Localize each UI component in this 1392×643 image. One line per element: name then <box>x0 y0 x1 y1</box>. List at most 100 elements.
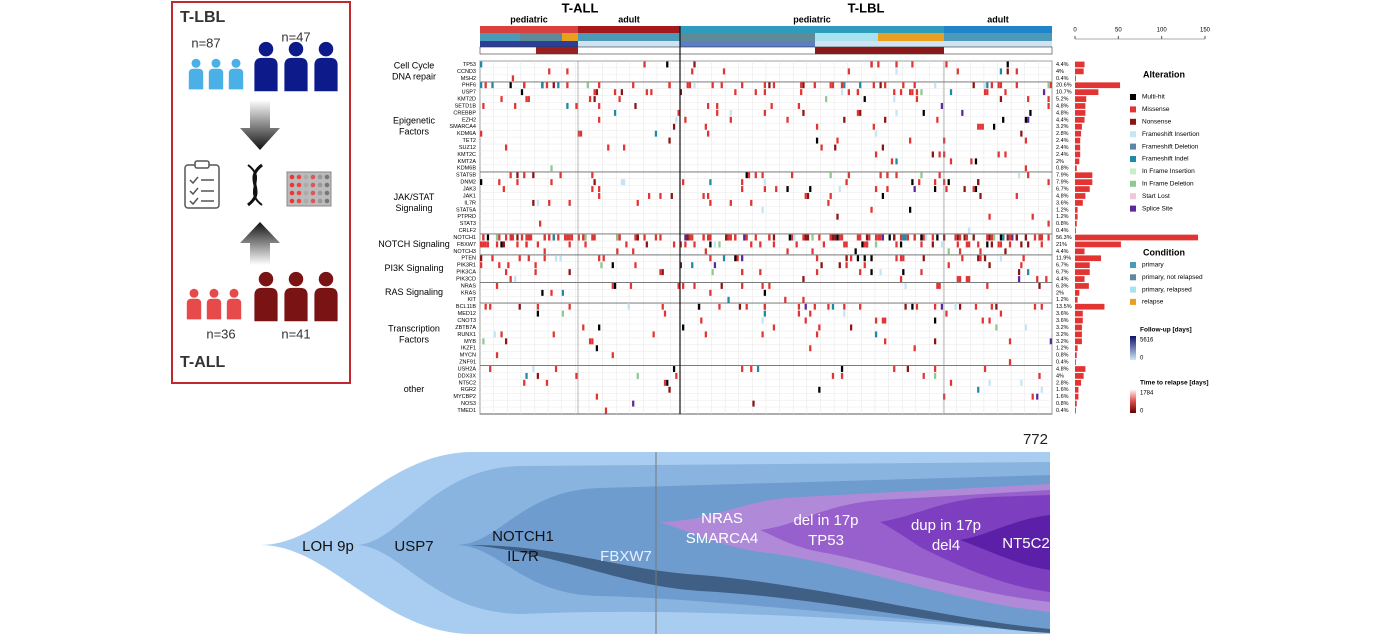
mutation-cell <box>949 158 953 165</box>
mutation-cell <box>827 199 830 206</box>
mutation-cell <box>482 234 485 241</box>
mutation-cell <box>552 234 555 241</box>
gene-label: CCND3 <box>457 69 476 75</box>
frequency-label: 4.4% <box>1056 276 1069 282</box>
mutation-cell <box>809 310 812 317</box>
mutation-cell <box>718 241 721 248</box>
mutation-cell <box>716 103 719 109</box>
well <box>324 174 330 180</box>
mutation-cell <box>598 116 601 123</box>
mutation-cell <box>575 103 578 109</box>
mutation-cell <box>632 82 635 89</box>
mutation-cell <box>654 130 658 137</box>
mutation-cell <box>480 61 483 68</box>
mutation-cell <box>691 68 694 75</box>
mutation-cell <box>482 338 485 345</box>
frequency-label: 0.8% <box>1056 221 1069 227</box>
count-label: n=47 <box>281 29 310 44</box>
mutation-cell <box>561 310 564 317</box>
gene-label: KDM6B <box>457 166 476 172</box>
mutation-cell <box>511 75 515 82</box>
mutation-cell <box>620 89 623 96</box>
count-bar <box>1075 283 1089 289</box>
mutation-cell <box>940 103 944 109</box>
mutation-cell <box>1031 213 1034 220</box>
mutation-cell <box>559 255 562 262</box>
mutation-cell <box>527 234 530 241</box>
mutation-cell <box>886 172 889 179</box>
frequency-label: 2.8% <box>1056 380 1069 386</box>
count-bar <box>1075 220 1077 227</box>
mutation-cell <box>768 234 771 241</box>
mutation-cell <box>802 296 805 303</box>
mutation-cell <box>518 303 521 310</box>
mutation-cell <box>815 255 819 262</box>
mutation-cell <box>616 248 619 255</box>
mutation-cell <box>831 234 835 241</box>
mutation-cell <box>902 255 905 262</box>
mutation-cell <box>884 82 887 89</box>
mutation-cell <box>623 179 626 186</box>
mutation-cell <box>915 96 919 103</box>
mutation-cell <box>768 282 771 289</box>
mutation-cell <box>1045 276 1048 282</box>
frequency-label: 1.6% <box>1056 387 1069 393</box>
pathway-label: PI3K Signaling <box>384 263 443 273</box>
mutation-cell <box>838 262 841 269</box>
gene-label: RGR2 <box>461 387 476 393</box>
count-bar <box>1075 89 1099 96</box>
mutation-cell <box>933 338 937 345</box>
mutation-cell <box>525 96 528 103</box>
frequency-label: 4.8% <box>1056 193 1069 199</box>
mutation-cell <box>489 303 492 310</box>
gene-label: KMT2D <box>457 97 476 103</box>
frequency-label: 7.9% <box>1056 180 1069 186</box>
mutation-cell <box>598 193 601 199</box>
mutation-cell <box>933 366 937 372</box>
mutation-cell <box>543 255 546 262</box>
mutation-cell <box>706 130 710 137</box>
mutation-cell <box>974 158 978 165</box>
count-bar <box>1075 393 1079 400</box>
person-head <box>288 271 304 287</box>
mutation-cell <box>534 269 537 276</box>
mutation-cell <box>1004 248 1007 255</box>
gene-label: PTEN <box>461 256 476 262</box>
mutation-cell <box>584 234 587 241</box>
clone-area <box>470 545 1050 633</box>
mutation-cell <box>874 234 878 241</box>
mutation-cell <box>588 96 592 103</box>
frequency-label: 13.5% <box>1056 304 1072 310</box>
mutation-cell <box>899 276 903 282</box>
mutation-cell <box>983 82 987 89</box>
mutation-cell <box>772 241 776 248</box>
clone-label: USP7 <box>394 538 433 555</box>
mutation-cell <box>933 372 937 379</box>
mutation-cell <box>1011 234 1014 241</box>
count-bar <box>1075 359 1076 365</box>
mutation-cell <box>804 303 807 310</box>
mutation-cell <box>947 179 950 186</box>
mutation-cell <box>543 248 546 255</box>
mutation-cell <box>999 310 1003 317</box>
mutation-cell <box>965 241 969 248</box>
mutation-cell <box>557 234 560 241</box>
mutation-cell <box>568 234 571 241</box>
frequency-label: 0.4% <box>1056 228 1069 234</box>
mutation-cell <box>675 372 678 379</box>
mutation-cell <box>813 303 816 310</box>
mutation-cell <box>988 379 991 386</box>
mutation-cell <box>933 82 937 89</box>
mutation-cell <box>999 82 1003 89</box>
mutation-cell <box>840 234 844 241</box>
mutation-cell <box>666 61 669 68</box>
mutation-cell <box>874 331 878 338</box>
mutation-cell <box>911 89 914 96</box>
mutation-cell <box>500 241 503 248</box>
gene-label: SMARCA4 <box>449 124 476 130</box>
legend-label: In Frame Deletion <box>1142 181 1194 188</box>
mutation-cell <box>677 282 680 289</box>
frequency-label: 4% <box>1056 69 1064 75</box>
frequency-label: 3.2% <box>1056 325 1069 331</box>
mutation-cell <box>591 338 594 345</box>
